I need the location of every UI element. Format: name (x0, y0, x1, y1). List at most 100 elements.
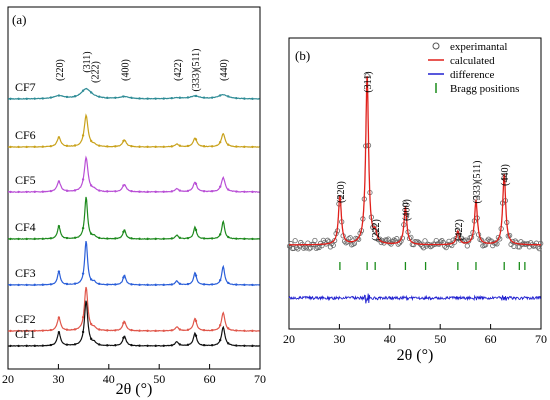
series-point (122, 95, 125, 98)
peak-label: (220) (55, 59, 66, 81)
series-point (122, 276, 125, 279)
panel-a-frame (7, 6, 261, 370)
series-point (194, 334, 198, 337)
series-point (114, 283, 117, 286)
series-point (170, 344, 173, 347)
series-point (194, 138, 198, 141)
series-point (41, 145, 44, 148)
series-point (227, 342, 230, 345)
series-point (17, 283, 20, 287)
series-point (73, 236, 77, 239)
series-point (210, 190, 214, 193)
series-point (235, 344, 238, 347)
calculated-line (289, 76, 541, 246)
peak-label: (440) (500, 164, 511, 186)
experimental-point (292, 238, 298, 244)
experimental-point (330, 242, 336, 248)
legend-marker-circle (432, 42, 440, 50)
series-point (17, 329, 20, 333)
series-point (243, 190, 246, 194)
series-point (33, 283, 36, 287)
peak-label: (333)(511) (191, 49, 202, 92)
panel-b-legend: experimantal calculated difference Bragg po… (428, 41, 519, 95)
panel-a-x-axis-label: 2θ (°) (116, 381, 153, 398)
series-point (25, 190, 28, 194)
series-point (218, 324, 222, 327)
series-point (243, 283, 246, 287)
series-point (73, 282, 77, 285)
series-point (81, 226, 85, 230)
series-point (17, 97, 20, 101)
series-label: CF6 (15, 128, 36, 142)
series-point (162, 344, 165, 347)
series-point (73, 95, 77, 98)
series-label: CF3 (15, 266, 36, 280)
series-point (114, 190, 117, 193)
series-label: CF1 (15, 327, 36, 341)
series-point (41, 283, 44, 286)
x-tick-label: 60 (485, 332, 497, 346)
series-point (106, 96, 109, 100)
series-point (9, 97, 12, 101)
series-point (162, 329, 165, 332)
series-point (73, 328, 77, 331)
series-point (130, 96, 133, 100)
series-point (210, 283, 214, 286)
peak-label: (422) (173, 59, 184, 81)
series-point (98, 282, 101, 286)
series-point (251, 237, 254, 241)
series-point (25, 283, 28, 287)
series-point (194, 274, 198, 277)
series-point (178, 328, 182, 331)
series-point (170, 329, 173, 332)
series-point (33, 145, 36, 149)
series-point (122, 230, 125, 234)
series-point (170, 96, 173, 100)
series-point (235, 145, 238, 148)
series-point (49, 96, 53, 99)
series-point (170, 145, 173, 148)
series-point (251, 190, 254, 194)
series-point (146, 237, 149, 241)
series-point (114, 145, 117, 148)
series-point (138, 329, 141, 332)
series-point (65, 189, 69, 192)
series-point (178, 144, 182, 147)
series-point (65, 236, 69, 240)
difference-line (288, 293, 542, 304)
series-point (49, 144, 53, 148)
x-tick-label: 20 (283, 332, 295, 346)
experimental-point (394, 236, 400, 242)
series-point (202, 283, 206, 286)
series-label: CF7 (15, 80, 36, 94)
x-tick-label: 50 (434, 332, 446, 346)
experimental-point (416, 240, 422, 246)
series-point (154, 190, 157, 194)
series-point (49, 283, 53, 286)
series-point (154, 145, 157, 149)
experimental-point (371, 223, 377, 229)
experimental-point (288, 241, 294, 247)
series-point (178, 343, 182, 346)
experimental-point (384, 237, 390, 243)
series-point (9, 145, 12, 149)
series-point (114, 344, 117, 347)
series-point (251, 145, 254, 149)
series-point (33, 237, 36, 241)
peak-label: (400) (401, 199, 412, 221)
series-point (194, 94, 198, 98)
series-point (227, 235, 230, 239)
peak-label: (400) (120, 59, 131, 81)
x-tick-label: 70 (535, 332, 547, 346)
series-point (202, 328, 206, 332)
series-point (202, 189, 206, 193)
series-point (81, 89, 85, 92)
series-point (81, 316, 85, 319)
panel-b: (b) 20 30 40 50 60 70 (311) (220) (222) (400) (42… (283, 37, 547, 364)
x-tick-label: 40 (103, 372, 115, 386)
series-point (130, 343, 133, 347)
series-point (170, 283, 173, 286)
series-point (49, 237, 53, 240)
